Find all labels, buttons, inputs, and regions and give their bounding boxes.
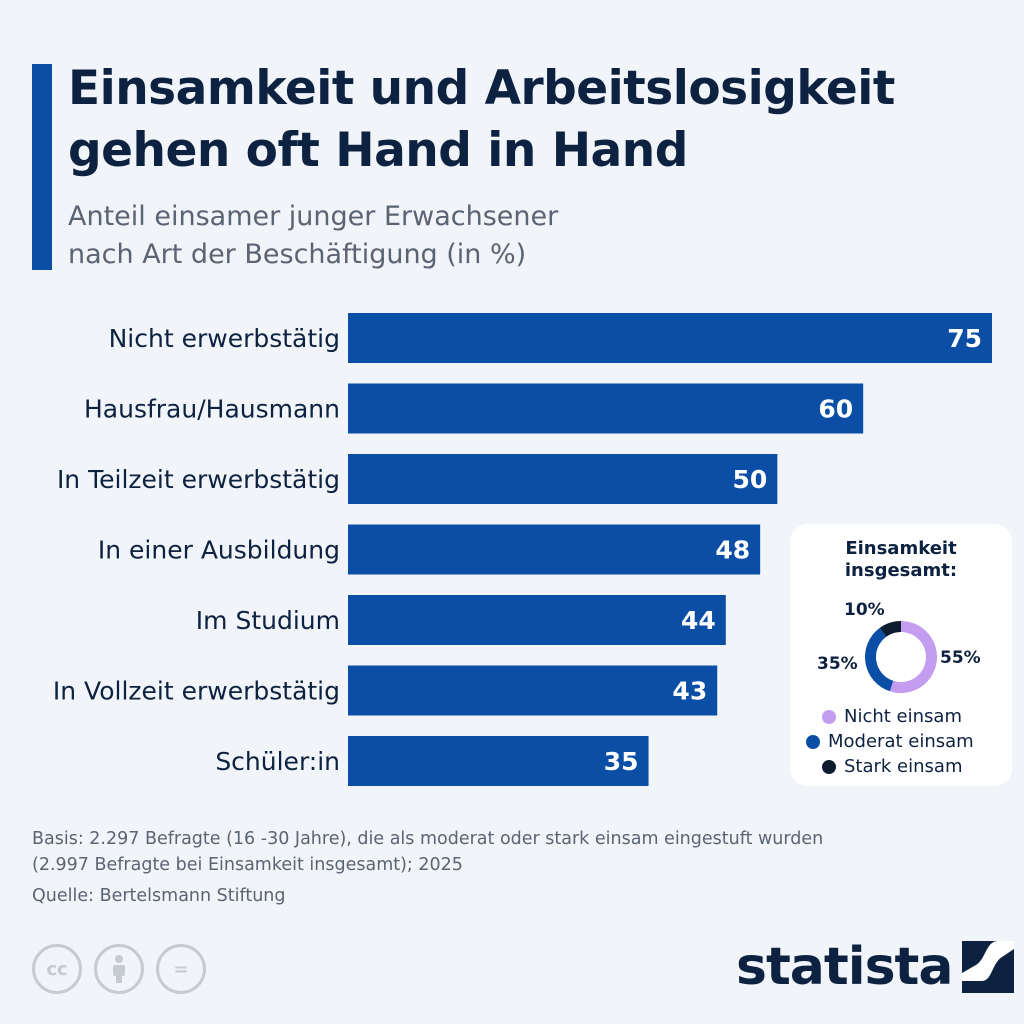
donut-inset: Einsamkeit insgesamt: 10% 35% 55% Nicht …: [790, 524, 1012, 786]
bar-1: [348, 383, 864, 434]
legend-label-moderat: Moderat einsam: [828, 731, 974, 752]
subtitle-line-1: Anteil einsamer junger Erwachsener: [68, 201, 559, 232]
value-label-4: 44: [681, 606, 716, 635]
statista-brand[interactable]: statista: [736, 936, 1015, 998]
bar-chart: Nicht erwerbstätig 75 Hausfrau/Hausmann 60 I…: [53, 313, 992, 786]
brand-wordmark: statista: [736, 937, 953, 997]
no-derivatives-icon[interactable]: =: [156, 944, 206, 994]
legend-item-nicht: Nicht einsam: [822, 704, 974, 729]
donut-slice-moderat: [865, 627, 894, 692]
basis-line-1: Basis: 2.297 Befragte (16 -30 Jahre), di…: [32, 829, 824, 849]
footnote-basis: Basis: 2.297 Befragte (16 -30 Jahre), di…: [32, 826, 992, 878]
value-label-0: 75: [947, 324, 982, 353]
bar-4: [348, 595, 726, 645]
legend-label-stark: Stark einsam: [844, 756, 963, 777]
donut-label-moderat: 35%: [817, 654, 858, 674]
value-label-3: 48: [715, 536, 750, 565]
subtitle-line-2: nach Art der Beschäftigung (in %): [68, 239, 527, 270]
cc-icon[interactable]: cc: [32, 944, 82, 994]
donut-slice-stark: [879, 621, 901, 637]
accent-bar: [32, 64, 52, 270]
source-note: Quelle: Bertelsmann Stiftung: [32, 886, 286, 906]
legend-label-nicht: Nicht einsam: [844, 706, 962, 727]
category-label-1: Hausfrau/Hausmann: [84, 395, 340, 424]
donut-title: Einsamkeit insgesamt:: [844, 538, 958, 581]
donut-label-nicht: 55%: [940, 648, 981, 668]
bar-0: [348, 313, 992, 363]
category-label-2: In Teilzeit erwerbstätig: [57, 465, 340, 494]
bar-6: [348, 736, 649, 786]
value-label-2: 50: [733, 465, 768, 494]
donut-chart: [865, 621, 937, 693]
chart-title: Einsamkeit und Arbeitslosigkeit gehen of…: [68, 61, 895, 178]
statista-logo-icon: [962, 941, 1015, 993]
value-label-1: 60: [818, 395, 853, 424]
legend-dot-stark: [822, 759, 836, 774]
donut-slice-nicht: [889, 621, 937, 693]
legend-dot-moderat: [806, 734, 820, 749]
bar-3: [348, 524, 761, 575]
legend-item-stark: Stark einsam: [822, 754, 974, 779]
category-label-5: In Vollzeit erwerbstätig: [53, 677, 340, 706]
legend-dot-nicht: [822, 709, 836, 724]
bar-5: [348, 665, 718, 716]
basis-line-2: (2.997 Befragte bei Einsamkeit insgesamt…: [32, 855, 463, 875]
bar-2: [348, 454, 778, 504]
category-label-4: Im Studium: [196, 606, 340, 635]
legend-item-moderat: Moderat einsam: [806, 729, 974, 754]
license-icons: cc =: [32, 944, 206, 994]
value-label-6: 35: [604, 747, 639, 776]
chart-subtitle: Anteil einsamer junger Erwachsener nach …: [68, 198, 768, 274]
value-label-5: 43: [672, 677, 707, 706]
category-label-3: In einer Ausbildung: [98, 536, 340, 565]
category-label-0: Nicht erwerbstätig: [109, 324, 340, 353]
donut-label-stark: 10%: [844, 600, 885, 620]
donut-legend: Nicht einsam Moderat einsam Stark einsam: [806, 704, 974, 779]
category-label-6: Schüler:in: [215, 747, 340, 776]
attribution-icon[interactable]: [94, 944, 144, 994]
